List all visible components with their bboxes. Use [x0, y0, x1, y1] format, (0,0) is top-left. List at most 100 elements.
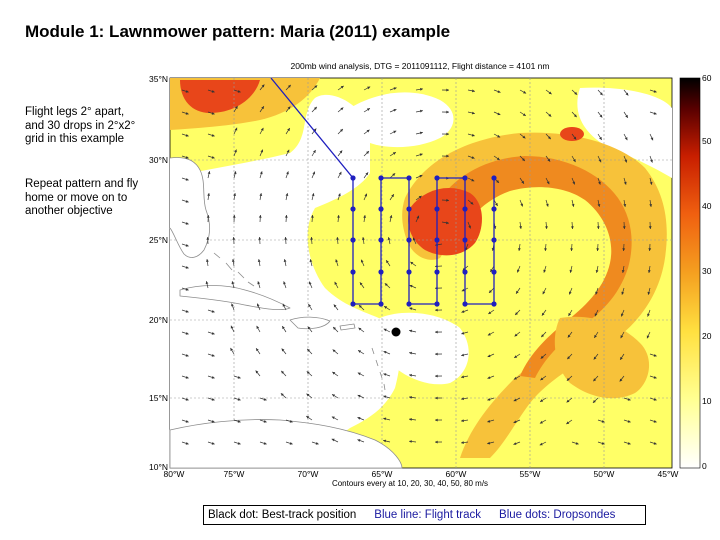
- wind-arrow-head: [259, 193, 263, 196]
- wind-arrow-head: [647, 291, 651, 295]
- wind-arrow-head: [357, 372, 361, 376]
- lat-label-15: 15°N: [149, 393, 168, 403]
- wind-arrow-head: [627, 419, 631, 423]
- wind-arrow-head: [185, 441, 189, 445]
- wind-arrow-head: [647, 313, 650, 317]
- wind-arrow-head: [383, 395, 387, 399]
- wind-arrow-head: [653, 89, 657, 93]
- wind-arrow-head: [386, 260, 389, 264]
- wind-arrow-head: [513, 442, 517, 445]
- wind-arrow-head: [306, 371, 310, 375]
- wind-arrow-head: [308, 304, 311, 307]
- wind-arrow-head: [314, 85, 318, 89]
- wind-arrow-head: [435, 396, 438, 400]
- wind-arrow-head: [237, 375, 241, 379]
- wind-arrow-head: [547, 136, 551, 140]
- wind-arrow-head: [289, 441, 293, 445]
- wind-arrow-head: [384, 283, 388, 287]
- wind-arrow-head: [595, 291, 598, 295]
- wind-arrow-head: [625, 114, 628, 118]
- coastlines: [169, 157, 403, 469]
- wind-arrow-head: [257, 281, 261, 285]
- wind-arrow-head: [653, 397, 657, 401]
- wind-arrow-head: [496, 157, 500, 161]
- legend-best-track: Black dot: Best-track position: [208, 509, 357, 521]
- dropsonde-dot: [378, 237, 384, 243]
- legend-flight-track: Blue line: Flight track: [374, 509, 482, 521]
- wind-arrow-head: [572, 159, 576, 163]
- wind-arrow-head: [389, 215, 393, 219]
- wind-arrow-head: [205, 281, 209, 285]
- dropsonde-dot: [406, 237, 412, 243]
- lat-label-10: 10°N: [149, 462, 168, 472]
- wind-arrow-head: [315, 441, 319, 445]
- dropsonde-dot: [350, 269, 356, 275]
- wind-arrow-head: [541, 334, 545, 338]
- wind-arrow-head: [548, 113, 552, 117]
- hispaniola: [289, 316, 331, 330]
- wind-arrow-head: [234, 149, 237, 153]
- wind-arrow-head: [650, 159, 653, 163]
- wind-arrow-head: [446, 154, 449, 158]
- wind-arrow-head: [653, 419, 657, 423]
- wind-arrow-head: [471, 133, 475, 137]
- wind-arrow-head: [487, 397, 491, 401]
- wind-arrow-head: [471, 111, 475, 115]
- wind-arrow-head: [185, 177, 189, 181]
- wind-arrow-head: [310, 237, 314, 240]
- wind-arrow-head: [286, 149, 290, 153]
- wind-arrow-head: [593, 378, 597, 382]
- wind-arrow-head: [487, 441, 491, 445]
- wind-arrow-head: [623, 204, 627, 207]
- wind-arrow-head: [211, 111, 215, 115]
- wind-arrow-head: [548, 91, 552, 95]
- wind-arrow-head: [357, 394, 361, 398]
- grid-lines: [170, 78, 672, 468]
- lat-label-25: 25°N: [149, 235, 168, 245]
- wind-arrow-head: [256, 303, 260, 307]
- wind-arrow-head: [540, 355, 544, 359]
- wind-arrow-head: [410, 261, 414, 265]
- wind-arrow-head: [185, 133, 189, 137]
- wind-arrow-head: [283, 281, 286, 285]
- colorbar-tick-50: 50: [702, 136, 712, 146]
- wind-arrow-head: [471, 156, 475, 159]
- wind-arrow-head: [340, 85, 344, 89]
- wind-arrow-head: [497, 112, 501, 116]
- wind-arrow-head: [420, 87, 423, 91]
- wind-arrow-head: [289, 419, 293, 423]
- wind-arrow-head: [648, 226, 652, 229]
- wind-arrow-head: [409, 307, 413, 311]
- wind-arrow-head: [566, 377, 570, 381]
- wind-arrow-head: [309, 259, 313, 263]
- wind-arrow-head: [620, 313, 624, 317]
- wind-arrow-head: [519, 226, 523, 229]
- wind-arrow-head: [313, 128, 317, 132]
- wind-arrow-head: [522, 135, 526, 139]
- wind-arrow-head: [259, 171, 263, 175]
- calm-region-north: [348, 92, 454, 148]
- lat-label-30: 30°N: [149, 155, 168, 165]
- wind-arrow-head: [540, 399, 544, 402]
- wind-arrow-head: [597, 203, 601, 207]
- wind-arrow-head: [435, 330, 438, 334]
- wind-arrow-head: [513, 376, 517, 380]
- wind-arrow-head: [575, 441, 579, 445]
- wind-arrow-head: [207, 171, 211, 175]
- wind-arrow-head: [594, 334, 597, 338]
- wind-arrow-head: [237, 419, 241, 423]
- wind-arrow-head: [233, 171, 237, 175]
- legend-dropsondes: Blue dots: Dropsondes: [499, 509, 616, 521]
- lat-labels: 35°N 30°N 25°N 20°N 15°N 10°N: [149, 74, 168, 472]
- southern-band: [554, 316, 650, 399]
- colorbar-tick-40: 40: [702, 201, 712, 211]
- wind-arrow-head: [205, 259, 209, 262]
- wind-arrow-head: [594, 313, 598, 317]
- wind-arrow-head: [446, 88, 449, 92]
- wind-arrow-head: [570, 226, 574, 229]
- wind-arrow-head: [573, 114, 577, 118]
- wind-arrow-head: [185, 265, 189, 269]
- wind-arrow-head: [571, 203, 575, 207]
- dropsonde-dot: [350, 301, 356, 307]
- wind-arrow-head: [516, 290, 519, 294]
